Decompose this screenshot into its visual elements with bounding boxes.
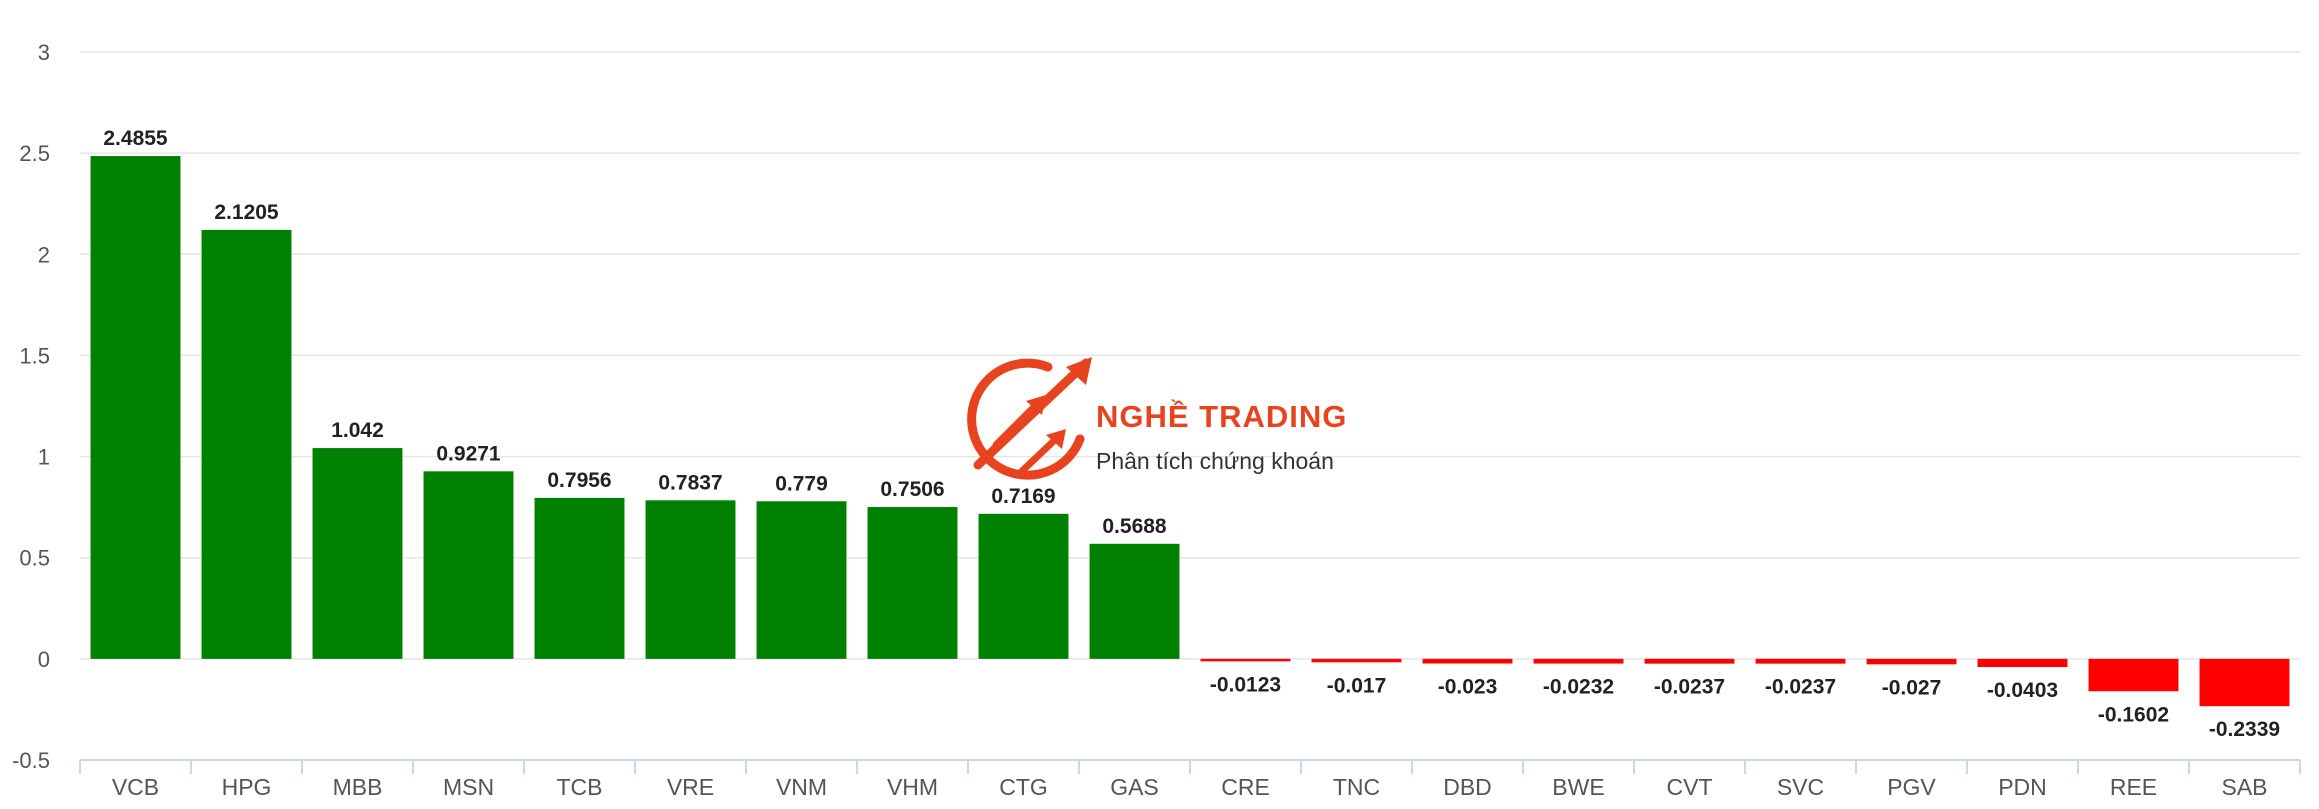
bar-hpg [201, 229, 292, 659]
bar-dbd [1422, 658, 1513, 664]
data-label-svc: -0.0237 [1765, 676, 1836, 699]
x-tick-label-cvt: CVT [1667, 774, 1713, 800]
x-tick-label-vcb: VCB [112, 774, 159, 800]
x-tick-label-mbb: MBB [333, 774, 383, 800]
y-tick-label: 2 [38, 242, 50, 267]
bar-pdn [1977, 658, 2068, 668]
x-tick-label-vre: VRE [667, 774, 714, 800]
bar-pgv [1866, 658, 1957, 665]
bar-vcb [90, 156, 181, 659]
bar-gas [1089, 543, 1180, 659]
bar-cre [1200, 658, 1291, 662]
bar-ree [2088, 658, 2179, 692]
data-label-cre: -0.0123 [1210, 673, 1281, 696]
y-axis-ticks: -0.5 0 0.5 1 1.5 2 2.5 3 [12, 40, 50, 773]
x-axis: VCB HPG MBB MSN TCB VRE VNM VHM CTG GAS CRE TNC DBD B… [79, 759, 2301, 800]
x-tick-label-dbd: DBD [1443, 774, 1492, 800]
data-label-pdn: -0.0403 [1987, 679, 2058, 702]
data-label-vcb: 2.4855 [103, 127, 168, 150]
y-tick-label: 3 [38, 40, 50, 65]
bar-msn [423, 471, 514, 659]
x-tick-label-gas: GAS [1110, 774, 1159, 800]
data-label-gas: 0.5688 [1102, 515, 1167, 538]
x-tick-label-pgv: PGV [1887, 774, 1936, 800]
data-label-pgv: -0.027 [1882, 676, 1942, 699]
x-tick-label-sab: SAB [2221, 774, 2267, 800]
x-tick-label-svc: SVC [1777, 774, 1824, 800]
watermark-brand: NGHỀ TRADING [1096, 399, 1347, 434]
data-label-tcb: 0.7956 [547, 469, 611, 492]
y-tick-label: 0.5 [19, 546, 50, 571]
data-label-vre: 0.7837 [658, 471, 722, 494]
bar-bwe [1533, 658, 1624, 664]
bar-svc [1755, 658, 1846, 664]
logo-emblem-icon [967, 357, 1092, 480]
x-tick-label-msn: MSN [443, 774, 494, 800]
x-tick-label-cre: CRE [1221, 774, 1270, 800]
bar-vre [645, 500, 736, 659]
watermark-logo: NGHỀ TRADING Phân tích chứng khoán [967, 357, 1347, 480]
data-label-bwe: -0.0232 [1543, 676, 1614, 699]
bar-cvt [1644, 658, 1735, 664]
bar-tnc [1311, 658, 1402, 663]
data-label-vhm: 0.7506 [880, 478, 944, 501]
x-tick-label-vhm: VHM [887, 774, 938, 800]
y-tick-label: 1.5 [19, 343, 50, 368]
bars [90, 156, 2290, 707]
data-labels: 2.4855 2.1205 1.042 0.9271 0.7956 0.7837 0.779… [103, 127, 2280, 741]
x-tick-label-pdn: PDN [1998, 774, 2047, 800]
bar-mbb [312, 448, 403, 659]
y-tick-label: 2.5 [19, 141, 50, 166]
data-label-sab: -0.2339 [2209, 718, 2280, 741]
data-label-tnc: -0.017 [1327, 674, 1387, 697]
data-label-msn: 0.9271 [436, 442, 501, 465]
data-label-vnm: 0.779 [775, 472, 828, 495]
bar-vhm [867, 507, 958, 659]
y-tick-label: 0 [38, 647, 50, 672]
x-tick-label-tcb: TCB [557, 774, 603, 800]
watermark-tagline: Phân tích chứng khoán [1096, 448, 1334, 474]
y-tick-label: 1 [38, 445, 50, 470]
x-tick-label-ree: REE [2110, 774, 2157, 800]
data-label-dbd: -0.023 [1438, 676, 1498, 699]
x-tick-label-bwe: BWE [1552, 774, 1604, 800]
x-tick-label-tnc: TNC [1333, 774, 1380, 800]
data-label-mbb: 1.042 [331, 419, 384, 442]
data-label-ctg: 0.7169 [991, 485, 1055, 508]
bar-vnm [756, 501, 847, 659]
y-tick-label: -0.5 [12, 748, 50, 773]
data-label-hpg: 2.1205 [214, 201, 279, 224]
x-tick-label-hpg: HPG [222, 774, 272, 800]
data-label-cvt: -0.0237 [1654, 676, 1725, 699]
bar-sab [2199, 658, 2290, 707]
bar-ctg [978, 513, 1069, 659]
bar-tcb [534, 497, 625, 659]
x-tick-label-vnm: VNM [776, 774, 827, 800]
data-label-ree: -0.1602 [2098, 703, 2169, 726]
gridlines [80, 51, 2300, 660]
x-tick-label-ctg: CTG [999, 774, 1048, 800]
